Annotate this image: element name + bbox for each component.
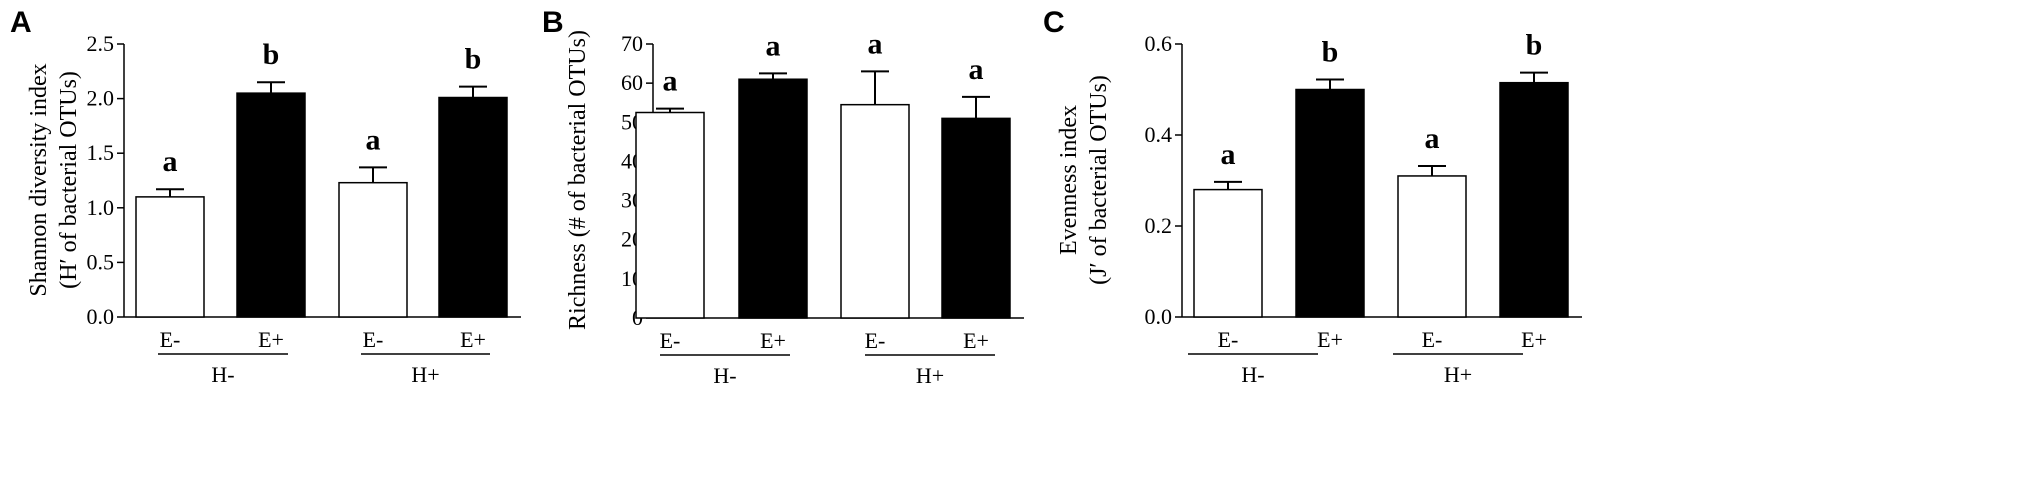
significance-letter: a [1221,138,1236,171]
group-label: H- [1241,362,1264,387]
x-category-label: E+ [1317,327,1343,352]
bar [236,92,306,318]
x-category-label: E+ [258,327,284,352]
y-tick-label: 0.6 [1145,31,1173,56]
significance-letter: b [263,38,280,71]
panel-letter: C [1043,6,1065,39]
significance-letter: a [1425,122,1440,155]
group-label: H- [713,363,736,388]
bar [738,78,808,319]
significance-letter: a [163,145,178,178]
significance-letter: a [766,29,781,62]
bar [941,117,1011,319]
group-label: H+ [411,362,439,387]
x-category-label: E+ [963,328,989,353]
x-category-label: E- [865,328,886,353]
bar [840,103,910,319]
y-tick-label: 0.2 [1145,213,1173,238]
bar [1193,188,1263,318]
y-tick-label: 1.0 [87,195,115,220]
chart-panel-c: C Evenness index (J′ of bacterial OTUs) 0.0… [1043,6,1582,387]
group-label: H- [211,362,234,387]
y-axis-label: (H′ of bacterial OTUs) [56,71,82,289]
bar [1397,175,1467,318]
x-category-label: E+ [460,327,486,352]
x-category-label: E- [160,327,181,352]
y-tick-label: 70 [621,31,643,56]
y-axis-label: Evenness index [1056,105,1082,255]
x-category-label: E- [1422,327,1443,352]
bar [135,196,205,318]
chart-panel-a: A Shannon diversity index (H′ of bacterial… [10,6,521,387]
y-tick-label: 0.5 [87,249,115,274]
significance-letter: b [465,43,482,76]
y-tick-label: 2.0 [87,86,115,111]
x-category-label: E- [660,328,681,353]
panel-letter: A [10,6,32,39]
y-axis-label: (J′ of bacterial OTUs) [1086,75,1112,285]
y-tick-label: 60 [621,70,643,95]
y-axis-label: Shannon diversity index [26,63,52,296]
bar [1499,81,1569,318]
group-label: H+ [1444,362,1472,387]
significance-letter: a [868,27,883,60]
y-tick-label: 2.5 [87,31,115,56]
y-tick-label: 0.4 [1145,122,1173,147]
significance-letter: b [1526,29,1543,62]
significance-letter: a [663,65,678,98]
significance-letter: a [969,53,984,86]
group-label: H+ [916,363,944,388]
panel-letter: B [542,6,564,39]
bar [635,111,705,319]
x-category-label: E+ [1521,327,1547,352]
significance-letter: b [1322,35,1339,68]
x-category-label: E+ [760,328,786,353]
y-tick-label: 0.0 [87,304,115,329]
x-category-label: E- [1218,327,1239,352]
bar [338,181,408,318]
y-tick-label: 1.5 [87,140,115,165]
y-axis-label: Richness (# of bacterial OTUs) [565,30,591,330]
bar [1295,88,1365,318]
y-tick-label: 0.0 [1145,304,1173,329]
bar [438,96,508,318]
x-category-label: E- [363,327,384,352]
significance-letter: a [366,123,381,156]
